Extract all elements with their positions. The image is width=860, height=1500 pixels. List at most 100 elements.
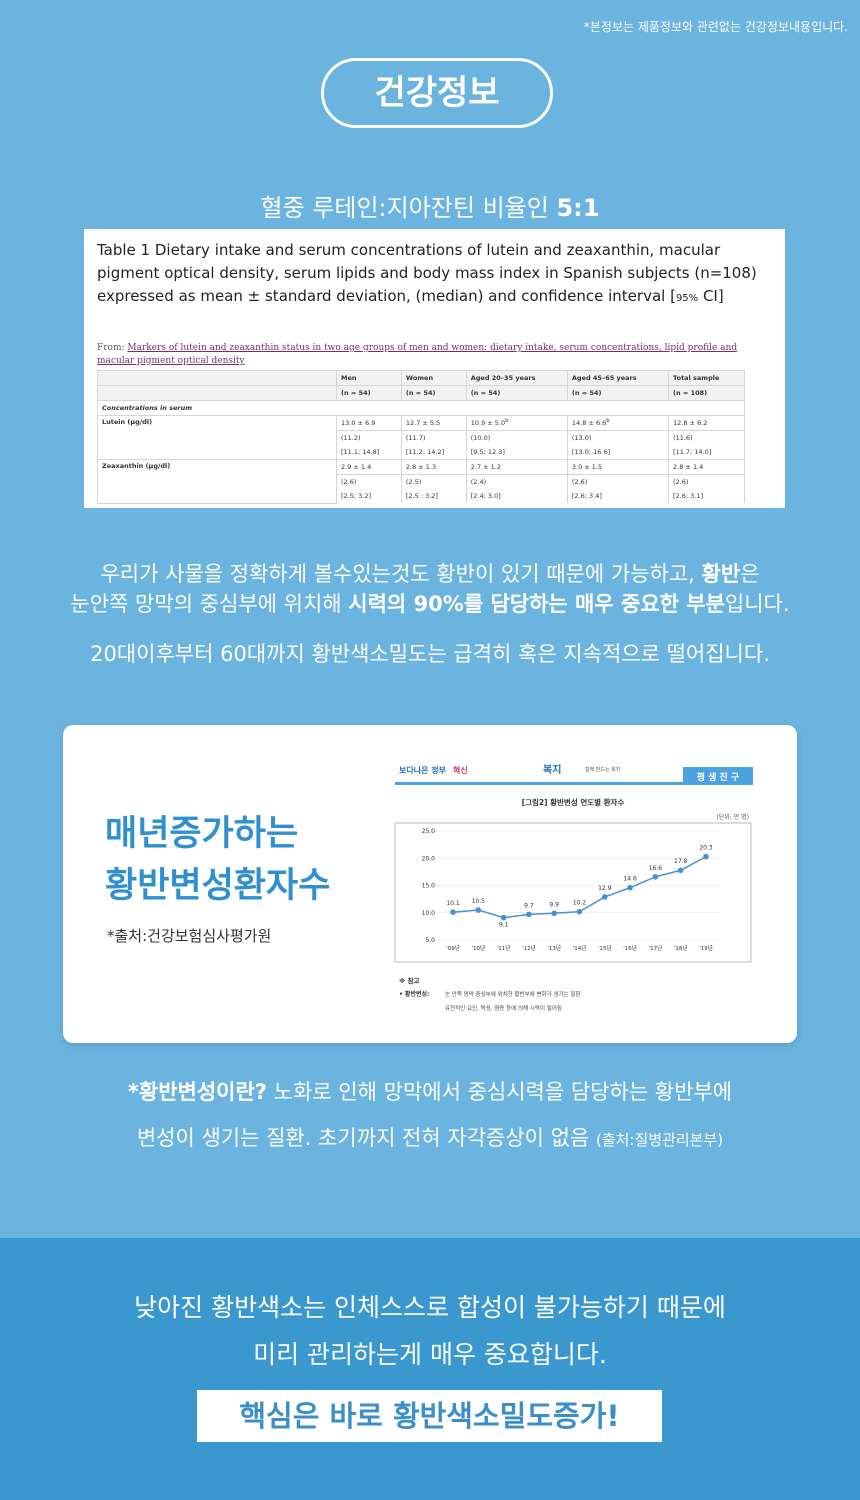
x-tick-label: '18년 [674, 944, 688, 952]
x-tick-label: '14년 [573, 944, 587, 952]
point [652, 873, 659, 880]
card: 매년증가하는 황반변성환자수 *출처:건강보험심사평가원 보다나은 정부 혁신 복지… [63, 725, 797, 1043]
disclaimer: *본정보는 제품정보와 관련없는 건강정보내용입니다. [583, 20, 848, 34]
table-cell: 3.0 ± 1.5 [566, 459, 670, 475]
data-label: 14.6 [623, 876, 637, 883]
small-text: (출처:질병관리본부) [595, 1131, 724, 1149]
data-label: 10.2 [573, 900, 587, 907]
cell-text: 10.9 ± 5.0 [470, 419, 506, 428]
text: 우리가 사물을 정확하게 볼수있는것도 황반이 있기 때문에 가능하고, [100, 562, 702, 586]
cell-text: [11.7; 14.0] [673, 448, 712, 456]
table-cell: [2.6; 3.4] [566, 489, 670, 503]
table-cell: [9.5; 12.3] [465, 445, 568, 460]
from-label: From: [97, 343, 128, 353]
data-table: Men Women Aged 20–35 years Aged 45–65 years… [97, 370, 745, 504]
data-label: 17.8 [674, 858, 688, 865]
table-row: Zeaxanthin (μg/dl) 2.9 ± 1.4 2.8 ± 1.3 2.7 … [97, 459, 745, 504]
table-source: From: Markers of lutein and zeaxanthin s… [97, 342, 767, 368]
table-title-end: CI] [698, 287, 724, 305]
section-row: Concentrations in serum [97, 400, 745, 416]
y-tick-label: 15.0 [422, 883, 436, 890]
data-label: 12.9 [598, 885, 612, 892]
table-title-text: Table 1 Dietary intake and serum concent… [97, 241, 757, 305]
header-cell: (n = 54) [566, 385, 670, 401]
card-heading: 황반변성환자수 [105, 866, 331, 906]
cell-text: [11.2; 14.2] [405, 448, 445, 456]
header-row: Men Women Aged 20–35 years Aged 45–65 years… [97, 370, 745, 386]
table-cell: [11.1; 14.8] [336, 445, 402, 460]
chart: 보다나은 정부 혁신 복지 함께 만드는 복지평 생 친 구 [그림2] 황반변성 연도… [394, 763, 753, 1012]
cell-text: (2.6) [341, 478, 357, 486]
x-tick-label: '12년 [522, 944, 536, 952]
cell-text: 2.8 ± 1.3 [405, 463, 437, 471]
paragraph-line: 눈안쪽 망막의 중심부에 위치해 시력의 90%를 담당하는 매우 중요한 부분… [0, 588, 860, 618]
cell-text: [2.4; 3.0] [470, 492, 501, 500]
section-cell: Concentrations in serum [97, 400, 745, 416]
header-row: (n = 54) (n = 54) (n = 54) (n = 54) (n = 108… [97, 385, 745, 401]
header-cell: (n = 108) [668, 385, 745, 401]
table-title: Table 1 Dietary intake and serum concent… [97, 239, 767, 310]
cell-text: 14.8 ± 6.6 [571, 419, 607, 428]
cell-text: [2.6; 3.1] [673, 492, 704, 500]
header-cell: Aged 20–35 years [465, 370, 568, 386]
unit: (단위: 만 명) [716, 813, 749, 821]
note: 유전적인 요인, 독성, 염증 등에 의해 시력이 떨어짐 [445, 1004, 562, 1012]
header-cell: (n = 54) [465, 385, 568, 401]
header-cell: Women [400, 370, 467, 386]
table-cell: (2.4) [465, 474, 568, 489]
header-cell [97, 370, 337, 386]
cell-text: (13.0) [571, 434, 592, 442]
table-cell: [2.6; 3.1] [668, 489, 745, 503]
y-tick-label: 20.0 [422, 855, 436, 862]
data-label: 9.7 [524, 902, 534, 909]
cell-text: 3.0 ± 1.5 [571, 463, 603, 471]
bold-text: *황반변성이란? [127, 1080, 267, 1104]
table-cell: [11.2; 14.2] [400, 445, 467, 460]
table-cell: [2.5; 3.2] [336, 489, 402, 503]
note: 눈 안쪽 망막 중심부에 위치한 황반부에 변화가 생기는 질환 [445, 990, 580, 998]
table-figure: Table 1 Dietary intake and serum concent… [84, 229, 785, 508]
bottom-section: 낮아진 황반색소는 인체스스로 합성이 불가능하기 때문에 미리 관리하는게 매… [0, 1238, 860, 1500]
cell-text: (11.6) [673, 434, 693, 442]
point [602, 894, 608, 900]
bold-text: 황반 [701, 562, 741, 586]
point [627, 884, 633, 891]
cell-text: 13.0 ± 6.9 [341, 419, 376, 427]
data-label: 16.6 [649, 865, 663, 872]
from-link[interactable]: Markers of lutein and zeaxanthin status … [97, 343, 738, 366]
x-tick-label: '17년 [649, 944, 663, 952]
text: 눈안쪽 망막의 중심부에 위치해 [70, 592, 349, 616]
table-cell: 10.9 ± 5.0b [465, 415, 568, 431]
cell-text: 12.8 ± 6.2 [673, 419, 708, 427]
table-cell: [2.5 : 3.2] [400, 489, 467, 503]
table-cell: 14.8 ± 6.6b [566, 415, 670, 431]
header-cell [97, 385, 337, 401]
cell-text: (10.0) [470, 434, 491, 442]
y-tick-label: 5.0 [425, 937, 435, 944]
table-cell: (10.0) [465, 430, 568, 445]
header-cell: Aged 45–65 years [566, 370, 670, 386]
point [475, 907, 482, 913]
point [703, 853, 709, 860]
subtitle-bold: 5:1 [556, 194, 600, 222]
cell-text: 2.7 ± 1.2 [470, 463, 502, 471]
note: • 황반변성: [399, 990, 429, 998]
x-tick-label: '10년 [472, 944, 486, 952]
cell-sup: b [505, 418, 509, 425]
y-tick-label: 10.0 [422, 910, 436, 917]
header-cell: (n = 54) [400, 385, 467, 401]
data-label: 9.9 [549, 901, 559, 908]
cell-text: [2.5; 3.2] [341, 492, 372, 500]
x-tick-label: '19년 [699, 944, 713, 952]
paragraph: 20대이후부터 60대까지 황반색소밀도는 급격히 혹은 지속적으로 떨어집니다… [90, 642, 770, 666]
point [526, 911, 532, 918]
table-row: (11.2) (11.7) (10.0) (13.0) (11.6) [98, 430, 745, 445]
point [450, 909, 456, 916]
cell-sup: b [606, 418, 610, 425]
table-cell: 2.8 ± 1.3 [400, 459, 467, 475]
logo: 함께 만드는 복지 [585, 766, 620, 773]
table-cell: (2.6) [566, 474, 670, 489]
header-cell: Total sample [668, 370, 745, 386]
table-cell: 2.8 ± 1.4 [668, 459, 745, 475]
